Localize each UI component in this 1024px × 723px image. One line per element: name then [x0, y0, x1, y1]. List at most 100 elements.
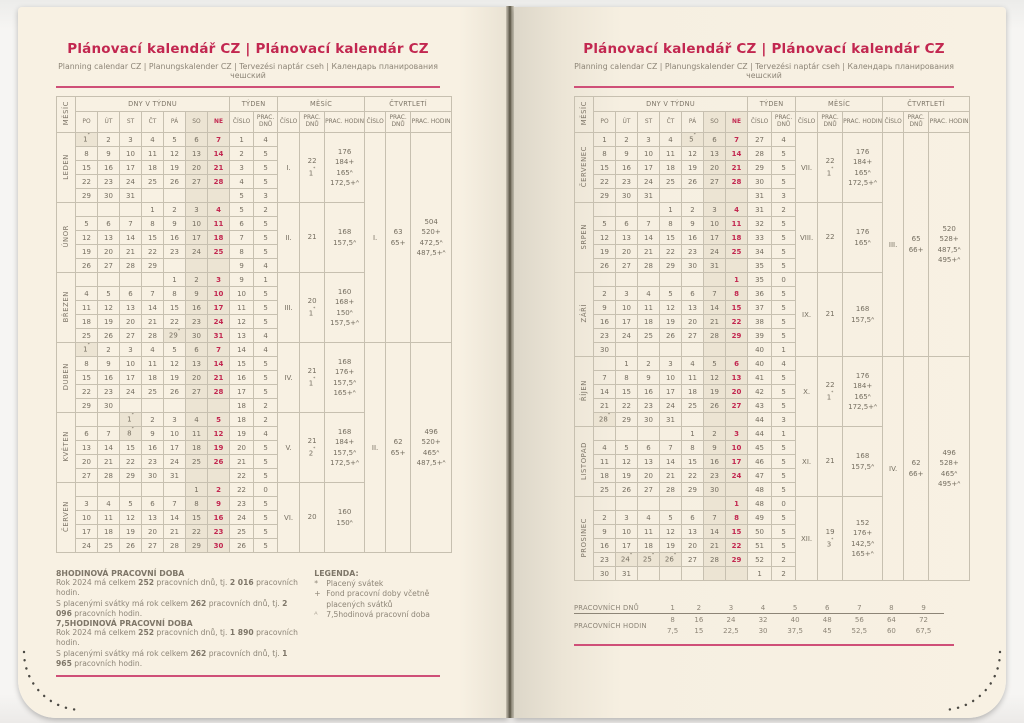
day-cell: [163, 258, 186, 273]
day-cell: 20: [637, 468, 660, 483]
day-cell: 28: [141, 328, 164, 343]
day-cell: 14: [97, 440, 120, 455]
week-number-cell: 13: [229, 328, 255, 343]
month-label: ČERVEN: [56, 482, 76, 553]
month-workdays-cell: 21: [817, 426, 844, 497]
month-label: LISTOPAD: [574, 426, 594, 497]
day-cell: 4: [75, 286, 98, 301]
weekday-header: PÁ: [681, 111, 704, 133]
day-cell: 18: [141, 370, 164, 385]
week-number-cell: 46: [747, 454, 773, 469]
day-cell: 18: [185, 440, 208, 455]
day-cell: 21: [119, 244, 142, 259]
week-number-cell: 32: [747, 216, 773, 231]
day-cell: 28: [724, 174, 749, 189]
week-workdays-cell: 1: [771, 342, 797, 357]
day-cell: 13: [75, 440, 98, 455]
day-cell: 6: [185, 342, 208, 357]
week-number-cell: 40: [747, 356, 773, 371]
day-cell: 12: [75, 230, 98, 245]
day-cell: 26: [659, 328, 682, 343]
month-hours-cell: 176 184+ 165ᴬ 172,5+ᴬ: [324, 132, 366, 203]
day-cell: 22: [75, 384, 98, 399]
day-cell: 25: [75, 328, 98, 343]
legend-item: + Fond pracovní doby včetně placených svá…: [314, 589, 430, 609]
day-cell: 23: [593, 328, 616, 343]
day-cell: 1: [724, 496, 749, 511]
week-workdays-cell: 5: [771, 160, 797, 175]
day-cell: 25: [659, 174, 682, 189]
week-number-cell: 44: [747, 426, 773, 441]
week-workdays-cell: 0: [771, 496, 797, 511]
day-cell: 17: [703, 230, 726, 245]
day-cell: 16: [637, 384, 660, 399]
day-cell: 19: [659, 314, 682, 329]
day-cell: [206, 188, 231, 203]
day-cell: 6: [681, 286, 704, 301]
day-cell: 7: [163, 496, 186, 511]
weekday-header: SO: [185, 111, 208, 133]
quarter-workdays-cell: 65 66+: [903, 132, 930, 357]
day-cell: 26: [163, 384, 186, 399]
month-workdays-cell: 21: [817, 272, 844, 357]
day-cell: 16: [615, 160, 638, 175]
day-cell: 28: [703, 328, 726, 343]
quarter-hours-cell: 496 528+ 465ᴬ 495+ᴬ: [928, 356, 971, 581]
month-hours-cell: 152 176+ 142,5ᴬ 165+ᴬ: [842, 496, 884, 581]
day-cell: [659, 342, 682, 357]
week-number-cell: 39: [747, 328, 773, 343]
month-hours-cell: 168 184+ 157,5ᴬ 172,5+ᴬ: [324, 412, 366, 483]
day-cell: 31: [703, 258, 726, 273]
left-page: Plánovací kalendář CZ | Plánovací kalend…: [18, 7, 508, 718]
day-cell: 11: [97, 510, 120, 525]
day-cell: [206, 398, 231, 413]
day-cell: 18: [681, 384, 704, 399]
day-cell: 14: [703, 300, 726, 315]
day-cell: 31: [659, 412, 682, 427]
week-workdays-cell: 5: [253, 384, 279, 399]
week-number-cell: 8: [229, 244, 255, 259]
summary-day-count: 8: [879, 603, 904, 614]
day-cell: [637, 496, 660, 511]
day-cell: 15: [141, 230, 164, 245]
day-cell: 17: [615, 314, 638, 329]
week-workdays-cell: 5: [253, 538, 279, 553]
month-axis-label: MĚSÍC: [580, 101, 588, 126]
note-8h-line1: Rok 2024 má celkem 252 pracovních dnů, t…: [56, 578, 298, 598]
day-cell: 2: [97, 132, 120, 147]
day-cell: 17: [119, 160, 142, 175]
day-cell: [615, 496, 638, 511]
day-cell: 4: [637, 286, 660, 301]
week-number-cell: 25: [229, 524, 255, 539]
week-number-cell: 33: [747, 230, 773, 245]
note-8h-title: 8HODINOVÁ PRACOVNÍ DOBA: [56, 569, 185, 578]
summary-day-count: 7: [838, 603, 880, 614]
day-cell: 22: [724, 314, 749, 329]
day-cell: 20: [75, 454, 98, 469]
day-cell: [637, 272, 660, 287]
day-cell: 26: [119, 538, 142, 553]
day-cell: 25: [637, 328, 660, 343]
day-cell: 18: [75, 314, 98, 329]
month-label: ŘÍJEN: [574, 356, 594, 427]
week-workdays-cell: 2: [771, 566, 797, 581]
day-cell: 5: [703, 356, 726, 371]
quarter-workdays-cell: 62 65+: [385, 342, 412, 553]
day-cell: 24: [637, 174, 660, 189]
day-cell: 14: [659, 454, 682, 469]
day-cell: [97, 272, 120, 287]
note-75h-line1: Rok 2024 má celkem 252 pracovních dnů, t…: [56, 628, 298, 648]
day-cell: 19: [119, 524, 142, 539]
day-cell: 19: [206, 440, 231, 455]
day-cell: 7: [119, 216, 142, 231]
day-cell: 25: [206, 244, 231, 259]
day-cell: 19: [681, 160, 704, 175]
day-cell: 15: [185, 510, 208, 525]
day-cell: 8: [163, 286, 186, 301]
day-cell: 20: [185, 370, 208, 385]
day-cell: 3: [615, 510, 638, 525]
day-cell: 16: [185, 300, 208, 315]
day-cell: 25: [681, 398, 704, 413]
col-header: PRAC. DNŮ: [771, 111, 797, 133]
col-header: ČÍSLO: [747, 111, 773, 133]
